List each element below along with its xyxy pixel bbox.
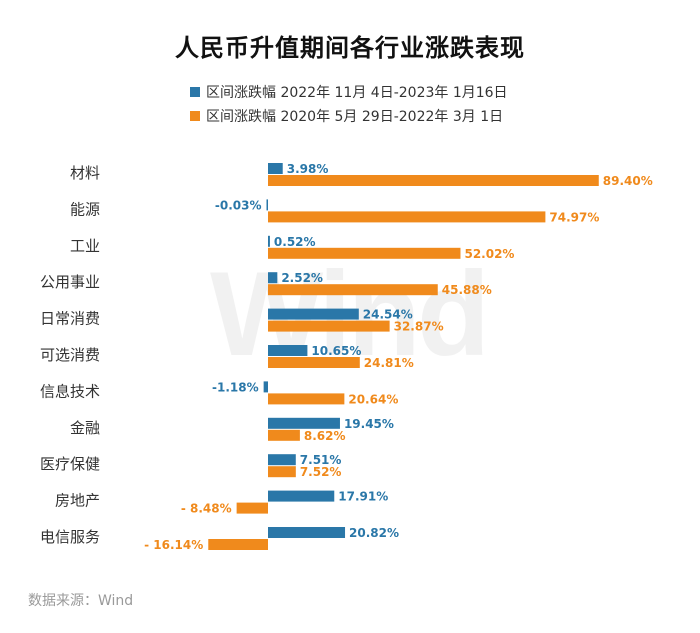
bar xyxy=(268,345,308,356)
legend-label-series-2: 区间涨跌幅 2020年 5月 29日-2022年 3月 1日 xyxy=(206,109,504,125)
data-label: 45.88% xyxy=(442,283,492,297)
bar xyxy=(268,454,296,466)
bar xyxy=(208,539,268,550)
bar xyxy=(268,490,335,502)
bar xyxy=(268,308,359,320)
bar xyxy=(268,272,278,284)
bar xyxy=(268,417,340,429)
legend-item-series-1: 区间涨跌幅 2022年 11月 4日-2023年 1月16日 xyxy=(190,80,508,104)
category-label: 工业 xyxy=(70,237,100,255)
bar xyxy=(268,320,390,332)
legend-swatch-series-2 xyxy=(190,111,200,121)
category-label: 电信服务 xyxy=(40,528,100,546)
data-label: 74.97% xyxy=(549,210,599,224)
data-label: 10.65% xyxy=(311,344,361,358)
data-label: 32.87% xyxy=(394,320,444,334)
data-label: -0.03% xyxy=(215,198,262,212)
data-label: 7.52% xyxy=(300,465,342,479)
bar xyxy=(266,199,268,211)
category-label: 信息技术 xyxy=(40,382,100,400)
data-label: 89.40% xyxy=(603,174,653,188)
bar xyxy=(268,284,438,296)
data-label: 7.51% xyxy=(300,453,342,467)
legend-swatch-series-1 xyxy=(190,87,200,97)
data-label: 8.62% xyxy=(304,429,346,443)
data-label: 24.54% xyxy=(363,308,413,322)
data-label: 20.64% xyxy=(348,392,398,406)
bar xyxy=(236,502,268,514)
bar xyxy=(268,466,296,478)
bar xyxy=(268,393,345,405)
category-label: 金融 xyxy=(70,419,100,437)
data-label: 3.98% xyxy=(287,162,329,176)
legend-item-series-2: 区间涨跌幅 2020年 5月 29日-2022年 3月 1日 xyxy=(190,104,508,128)
bar xyxy=(268,175,599,186)
category-label: 房地产 xyxy=(55,492,100,510)
bar xyxy=(268,163,283,174)
category-label: 日常消费 xyxy=(40,310,100,328)
bar xyxy=(268,357,360,368)
category-label: 材料 xyxy=(70,164,100,182)
data-label: - 8.48% xyxy=(181,502,232,516)
category-label: 公用事业 xyxy=(40,273,100,291)
bar xyxy=(268,235,270,247)
chart-title: 人民币升值期间各行业涨跌表现 xyxy=(175,34,525,62)
category-label: 医疗保健 xyxy=(40,455,100,473)
bar xyxy=(268,429,300,441)
data-label: 19.45% xyxy=(344,417,394,431)
source-note: 数据来源：Wind xyxy=(28,593,134,609)
data-label: -1.18% xyxy=(212,380,259,394)
data-label: 2.52% xyxy=(281,271,323,285)
bar xyxy=(268,211,546,223)
data-label: 0.52% xyxy=(274,235,316,249)
data-label: 20.82% xyxy=(349,526,399,540)
data-label: 52.02% xyxy=(464,247,514,261)
category-label: 可选消费 xyxy=(40,346,100,364)
bar xyxy=(263,381,268,393)
data-label: - 16.14% xyxy=(144,538,203,552)
bar xyxy=(268,247,461,259)
legend: 区间涨跌幅 2022年 11月 4日-2023年 1月16日 区间涨跌幅 202… xyxy=(190,80,508,128)
data-label: 24.81% xyxy=(364,356,414,370)
category-label: 能源 xyxy=(70,200,100,218)
bar xyxy=(268,527,346,538)
legend-label-series-1: 区间涨跌幅 2022年 11月 4日-2023年 1月16日 xyxy=(206,85,508,101)
data-label: 17.91% xyxy=(338,490,388,504)
